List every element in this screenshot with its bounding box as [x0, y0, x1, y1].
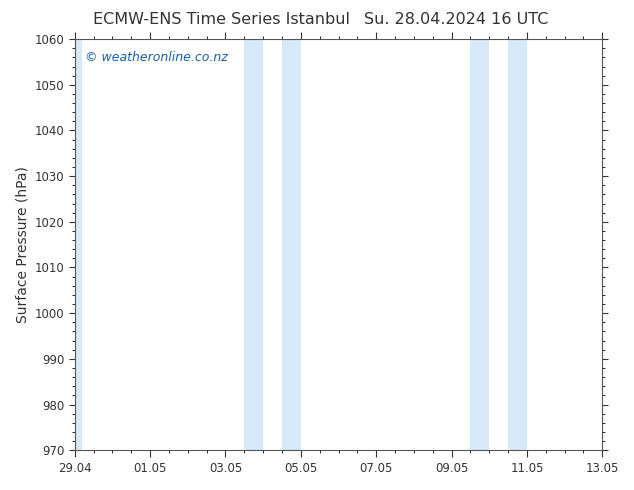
Text: © weatheronline.co.nz: © weatheronline.co.nz [86, 51, 228, 64]
Text: ECMW-ENS Time Series Istanbul: ECMW-ENS Time Series Istanbul [93, 12, 351, 27]
Bar [75, 39, 82, 450]
Bar [282, 39, 301, 450]
Bar [508, 39, 527, 450]
Text: Su. 28.04.2024 16 UTC: Su. 28.04.2024 16 UTC [365, 12, 548, 27]
Bar [470, 39, 489, 450]
Y-axis label: Surface Pressure (hPa): Surface Pressure (hPa) [15, 166, 29, 323]
Bar [244, 39, 263, 450]
